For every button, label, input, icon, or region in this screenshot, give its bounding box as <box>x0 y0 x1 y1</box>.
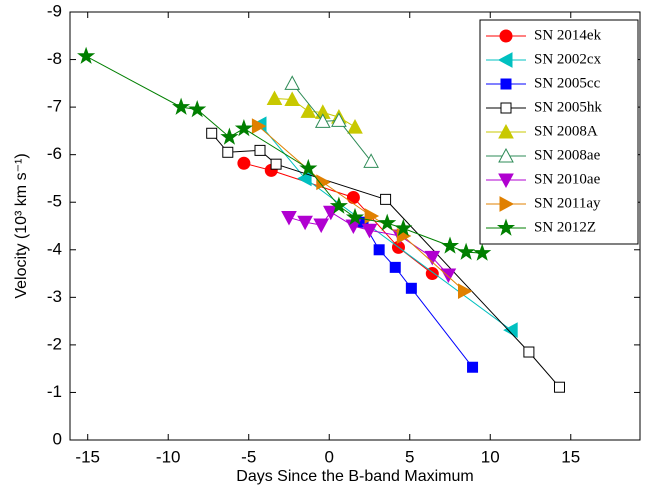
marker <box>473 243 492 261</box>
marker <box>389 261 401 273</box>
marker <box>346 190 360 204</box>
marker <box>553 381 565 393</box>
x-tick-label: -15 <box>75 447 100 466</box>
series-line <box>85 55 483 254</box>
series-line <box>258 125 465 292</box>
marker <box>206 127 218 139</box>
marker <box>503 322 518 338</box>
y-tick-label: -4 <box>47 239 62 258</box>
marker <box>329 196 348 214</box>
legend-marker <box>496 218 516 236</box>
x-tick-label: -10 <box>156 447 181 466</box>
y-tick-label: -8 <box>47 49 62 68</box>
marker <box>440 268 457 284</box>
marker <box>331 112 347 127</box>
legend-marker <box>500 102 512 114</box>
marker <box>457 283 473 299</box>
series-line <box>291 83 372 162</box>
legend-label: SN 2002cx <box>534 51 602 67</box>
marker <box>77 46 96 64</box>
marker <box>314 113 331 128</box>
marker <box>237 156 251 170</box>
marker <box>440 236 460 254</box>
y-tick-label: -2 <box>47 334 62 353</box>
marker <box>457 242 476 260</box>
marker <box>424 250 441 266</box>
legend-label: SN 2005cc <box>534 75 601 91</box>
x-tick-label: 0 <box>325 447 334 466</box>
legend-marker <box>497 52 513 68</box>
marker <box>299 158 318 177</box>
legend-marker <box>498 173 514 189</box>
legend-label: SN 2011ay <box>534 195 601 211</box>
y-axis-label: Velocity (10³ km s⁻¹) <box>13 153 30 298</box>
legend-marker <box>499 29 513 43</box>
x-tick-label: -5 <box>241 447 256 466</box>
marker <box>316 174 331 191</box>
marker <box>345 207 365 226</box>
plot-frame <box>69 11 641 441</box>
marker <box>297 170 312 187</box>
legend-marker <box>500 78 512 90</box>
marker <box>313 218 330 234</box>
marker <box>361 223 378 239</box>
y-tick-label: -1 <box>47 382 62 401</box>
marker <box>373 244 385 256</box>
marker <box>467 361 479 373</box>
y-tick-label: -9 <box>47 1 62 20</box>
y-tick-label: -7 <box>47 97 62 116</box>
legend-marker <box>498 147 514 163</box>
marker <box>188 99 207 118</box>
marker <box>347 119 363 134</box>
marker <box>254 144 266 156</box>
legend-marker <box>499 196 515 212</box>
x-tick-label: 15 <box>561 447 580 466</box>
marker <box>266 90 283 106</box>
marker <box>220 127 239 145</box>
x-tick-label: 10 <box>481 447 500 466</box>
y-tick-label: -5 <box>47 192 62 211</box>
legend-label: SN 2005hk <box>534 99 602 115</box>
marker <box>405 282 417 294</box>
marker <box>363 153 379 168</box>
legend-label: SN 2014ek <box>534 27 602 43</box>
marker <box>297 215 313 231</box>
marker <box>284 91 301 107</box>
marker <box>222 146 234 158</box>
legend-marker <box>498 123 514 139</box>
marker <box>425 267 439 281</box>
marker <box>378 213 397 231</box>
marker <box>270 158 282 170</box>
y-tick-label: -6 <box>47 144 62 163</box>
legend-label: SN 2012Z <box>534 219 596 235</box>
x-tick-label: 5 <box>405 447 414 466</box>
legend-label: SN 2008ae <box>534 147 601 163</box>
x-axis-label: Days Since the B-band Maximum <box>236 468 473 485</box>
marker <box>251 118 267 134</box>
y-tick-label: -3 <box>47 287 62 306</box>
marker <box>380 193 392 205</box>
marker <box>172 97 191 115</box>
marker <box>300 103 317 118</box>
y-tick-label: 0 <box>53 429 62 448</box>
marker <box>281 210 297 226</box>
legend-label: SN 2010ae <box>534 171 601 187</box>
marker <box>523 346 535 358</box>
marker <box>284 75 301 90</box>
marker <box>234 118 253 137</box>
marker <box>394 218 413 237</box>
legend-label: SN 2008A <box>534 123 598 139</box>
